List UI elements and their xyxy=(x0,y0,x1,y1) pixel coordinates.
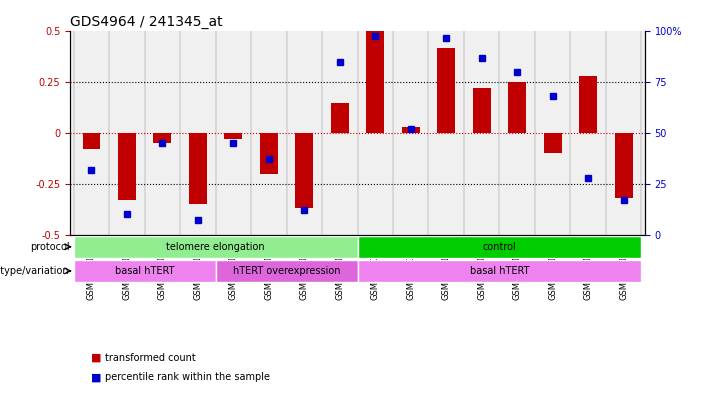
Text: percentile rank within the sample: percentile rank within the sample xyxy=(105,372,270,382)
Bar xyxy=(331,103,348,133)
Bar xyxy=(154,133,171,143)
Bar xyxy=(615,133,632,198)
Bar xyxy=(260,133,278,174)
Bar xyxy=(402,127,420,133)
Text: telomere elongation: telomere elongation xyxy=(166,242,265,252)
Text: ■: ■ xyxy=(91,372,102,382)
Bar xyxy=(189,133,207,204)
Text: control: control xyxy=(482,242,517,252)
Text: transformed count: transformed count xyxy=(105,353,196,363)
Text: protocol: protocol xyxy=(29,242,69,252)
Text: hTERT overexpression: hTERT overexpression xyxy=(233,266,340,276)
Text: basal hTERT: basal hTERT xyxy=(470,266,529,276)
Bar xyxy=(295,133,313,208)
Bar xyxy=(224,133,242,139)
Bar xyxy=(118,133,136,200)
FancyBboxPatch shape xyxy=(216,260,358,282)
FancyBboxPatch shape xyxy=(74,236,358,258)
Text: GDS4964 / 241345_at: GDS4964 / 241345_at xyxy=(70,15,223,29)
Bar xyxy=(579,76,597,133)
Text: ■: ■ xyxy=(91,353,102,363)
Text: genotype/variation: genotype/variation xyxy=(0,266,69,276)
Bar xyxy=(473,88,491,133)
Text: basal hTERT: basal hTERT xyxy=(115,266,175,276)
Bar xyxy=(83,133,100,149)
FancyBboxPatch shape xyxy=(358,236,641,258)
Bar xyxy=(544,133,562,153)
Bar xyxy=(367,31,384,133)
Bar xyxy=(508,82,526,133)
FancyBboxPatch shape xyxy=(358,260,641,282)
Bar xyxy=(437,48,455,133)
FancyBboxPatch shape xyxy=(74,260,216,282)
